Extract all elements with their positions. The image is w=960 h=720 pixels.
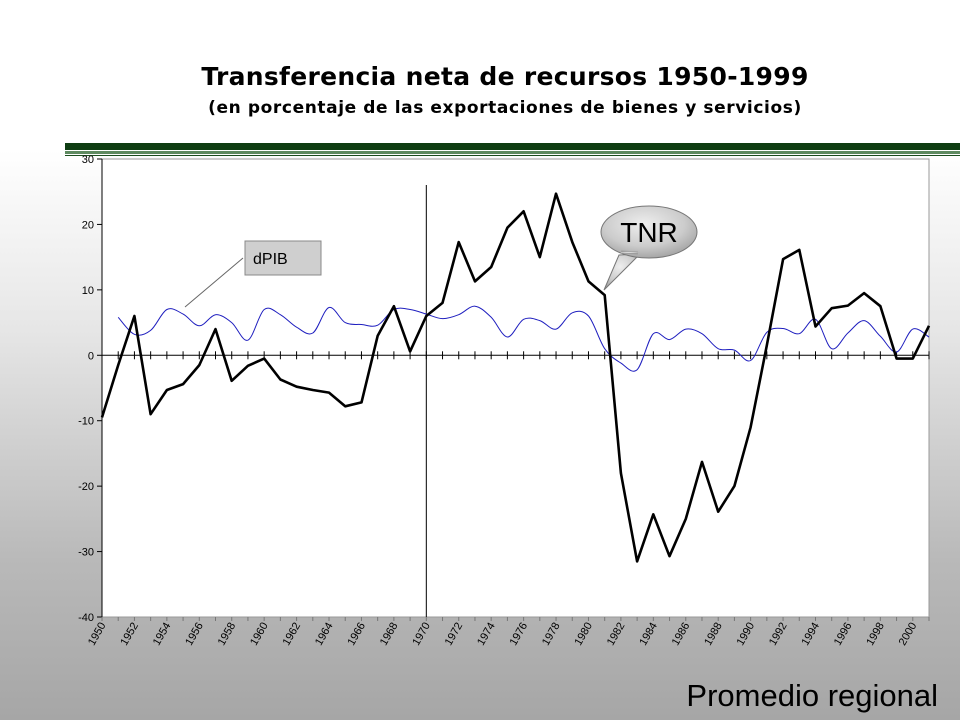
header-bar-light [65,151,960,154]
tnr-label: TNR [620,217,678,248]
x-tick-label: 1994 [799,621,822,648]
y-tick-label: 20 [82,219,94,231]
dpib-label: dPIB [253,251,288,268]
x-tick-label: 1984 [637,621,660,648]
x-tick-label: 1974 [475,621,498,648]
x-tick-label: 1992 [767,621,790,648]
x-tick-label: 1954 [151,621,174,648]
x-tick-label: 1968 [378,621,401,648]
x-tick-label: 1978 [540,621,563,648]
x-tick-label: 1996 [832,621,855,648]
x-tick-label: 1952 [118,621,141,648]
header-bar-thin [65,155,960,156]
x-tick-label: 1950 [86,621,109,648]
y-tick-label: -40 [78,612,94,624]
chart-title: Transferencia neta de recursos 1950-1999 [201,62,809,91]
header-bar-dark [65,143,960,150]
chart-subtitle: (en porcentaje de las exportaciones de b… [208,98,802,118]
x-tick-label: 1988 [702,621,725,648]
x-tick-label: 1970 [410,621,433,648]
y-tick-label: -10 [78,416,94,428]
plot-area [101,158,930,618]
x-tick-label: 1982 [605,621,628,648]
x-tick-label: 1990 [735,621,758,648]
y-tick-label: 30 [82,154,94,166]
chart-series [100,192,931,563]
x-tick-label: 1986 [670,621,693,648]
x-tick-label: 1998 [864,621,887,648]
dpib-leader-line [184,257,244,308]
dpib-label-box [244,240,322,276]
series-tnr-line [100,192,931,563]
x-tick-label: 1958 [216,621,239,648]
footer-label: Promedio regional [686,678,938,713]
x-tick-label: 1962 [281,621,304,648]
y-tick-label: 0 [88,350,94,362]
x-tick-label: 1976 [508,621,531,648]
tnr-callout-ellipse [600,205,698,259]
y-tick-label: 10 [82,285,94,297]
x-tick-label: 1972 [443,621,466,648]
x-tick-label: 2000 [897,621,920,648]
y-tick-label: -30 [78,547,94,559]
x-tick-label: 1964 [313,621,336,648]
y-tick-label: -20 [78,481,94,493]
series-dpib-line [117,305,930,372]
x-tick-label: 1966 [345,621,368,648]
x-tick-label: 1960 [248,621,271,648]
x-tick-label: 1980 [572,621,595,648]
x-tick-label: 1956 [183,621,206,648]
